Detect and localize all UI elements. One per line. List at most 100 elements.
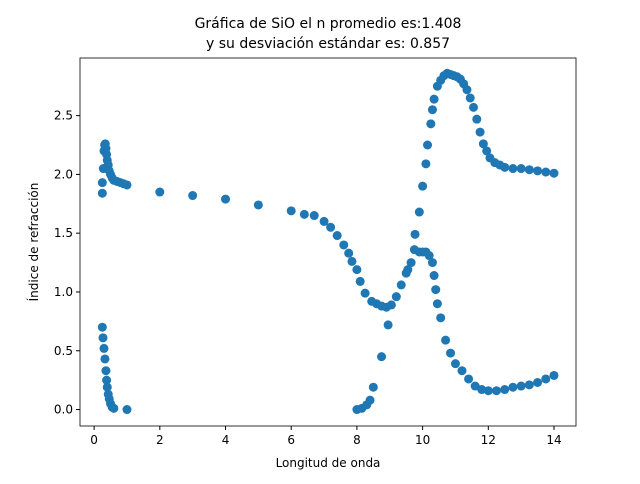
point bbox=[396, 280, 406, 290]
point bbox=[541, 167, 551, 177]
x-tick-label: 14 bbox=[546, 433, 561, 447]
point bbox=[524, 165, 534, 175]
point bbox=[344, 248, 354, 258]
point bbox=[98, 333, 108, 343]
point bbox=[97, 178, 107, 188]
x-tick-label: 4 bbox=[222, 433, 230, 447]
point bbox=[429, 94, 439, 104]
y-tick-label: 0.5 bbox=[54, 344, 73, 358]
point bbox=[414, 207, 424, 217]
y-tick-label: 1.5 bbox=[54, 226, 73, 240]
point bbox=[99, 343, 109, 353]
point bbox=[436, 313, 446, 323]
point bbox=[457, 366, 467, 376]
point bbox=[377, 352, 387, 362]
point bbox=[347, 256, 357, 266]
point bbox=[332, 231, 342, 241]
point bbox=[424, 251, 434, 261]
point bbox=[406, 258, 416, 268]
point bbox=[533, 377, 543, 387]
point bbox=[309, 211, 319, 221]
point bbox=[516, 164, 526, 174]
point bbox=[101, 366, 111, 376]
point bbox=[508, 164, 518, 174]
point bbox=[533, 166, 543, 176]
x-axis-label: Longitud de onda bbox=[276, 456, 381, 470]
point bbox=[500, 385, 510, 395]
point bbox=[403, 265, 413, 275]
x-tick-label: 6 bbox=[287, 433, 295, 447]
point bbox=[500, 162, 510, 172]
point bbox=[478, 139, 488, 149]
point bbox=[365, 395, 375, 405]
point bbox=[253, 200, 263, 210]
chart-title: Gráfica de SiO el n promedio es:1.408 bbox=[195, 16, 462, 32]
point bbox=[102, 382, 112, 392]
point bbox=[470, 381, 480, 391]
point bbox=[410, 229, 420, 239]
point bbox=[122, 180, 132, 190]
point bbox=[450, 359, 460, 369]
point bbox=[469, 102, 479, 112]
point bbox=[492, 386, 502, 396]
point bbox=[427, 105, 437, 115]
point bbox=[319, 216, 329, 226]
y-tick-label: 2.0 bbox=[54, 167, 73, 181]
point bbox=[462, 85, 472, 95]
point bbox=[221, 194, 231, 204]
point bbox=[427, 258, 437, 268]
point bbox=[386, 300, 396, 310]
point bbox=[299, 209, 309, 219]
point bbox=[516, 381, 526, 391]
point bbox=[109, 403, 119, 413]
x-tick-label: 12 bbox=[481, 433, 496, 447]
point bbox=[286, 206, 296, 216]
x-tick-label: 0 bbox=[90, 433, 98, 447]
chart-title: y su desviación estándar es: 0.857 bbox=[206, 36, 450, 52]
point bbox=[368, 382, 378, 392]
y-axis-label: Índice de refracción bbox=[26, 183, 41, 302]
point bbox=[122, 405, 132, 415]
point bbox=[352, 265, 362, 275]
point bbox=[100, 354, 110, 364]
point bbox=[541, 374, 551, 384]
x-tick-label: 2 bbox=[156, 433, 164, 447]
point bbox=[97, 322, 107, 332]
point bbox=[102, 375, 112, 385]
point bbox=[508, 382, 518, 392]
point bbox=[421, 159, 431, 169]
point bbox=[418, 181, 428, 191]
point bbox=[482, 146, 492, 156]
point bbox=[429, 271, 439, 281]
point bbox=[549, 370, 559, 380]
y-tick-label: 2.5 bbox=[54, 109, 73, 123]
point bbox=[431, 285, 441, 295]
point bbox=[483, 386, 493, 396]
point bbox=[383, 320, 393, 330]
point bbox=[355, 276, 365, 286]
x-tick-label: 8 bbox=[353, 433, 361, 447]
point bbox=[391, 292, 401, 302]
point bbox=[326, 222, 336, 232]
point bbox=[475, 127, 485, 137]
point bbox=[549, 168, 559, 178]
point bbox=[188, 191, 198, 201]
point bbox=[465, 93, 475, 103]
x-tick-label: 10 bbox=[415, 433, 430, 447]
point bbox=[441, 335, 451, 345]
point bbox=[423, 140, 433, 150]
y-tick-label: 1.0 bbox=[54, 285, 73, 299]
plot-frame bbox=[79, 57, 577, 427]
point bbox=[524, 380, 534, 390]
point bbox=[464, 374, 474, 384]
y-tick-label: 0.0 bbox=[54, 403, 73, 417]
point bbox=[155, 187, 165, 197]
point bbox=[339, 240, 349, 250]
point bbox=[360, 288, 370, 298]
point bbox=[426, 119, 436, 129]
point bbox=[472, 114, 482, 124]
point bbox=[446, 348, 456, 358]
point bbox=[97, 188, 107, 198]
point bbox=[432, 299, 442, 309]
